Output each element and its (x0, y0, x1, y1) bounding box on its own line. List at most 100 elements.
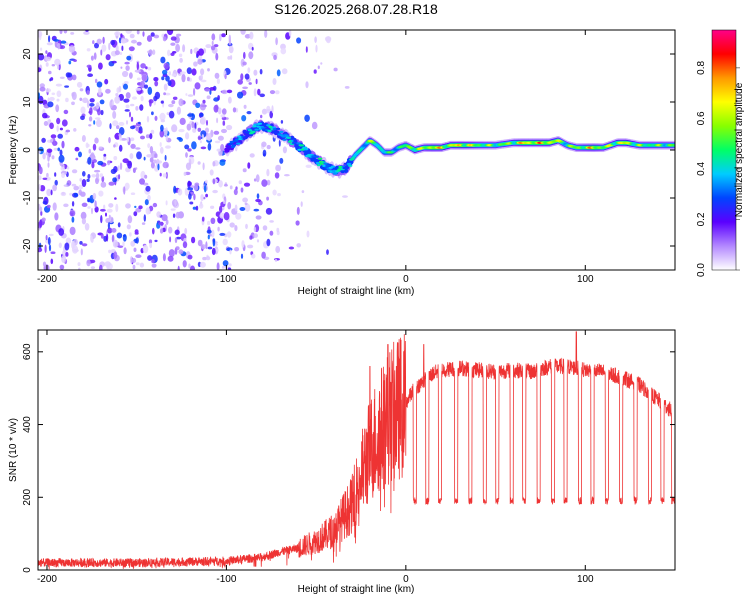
noise-speck (217, 95, 220, 101)
noise-speck (94, 117, 101, 120)
noise-speck (269, 90, 276, 95)
noise-speck (49, 96, 55, 101)
noise-speck (39, 83, 45, 88)
noise-speck (149, 133, 153, 140)
noise-speck (146, 115, 150, 123)
noise-speck (59, 127, 64, 131)
noise-speck (172, 96, 178, 101)
noise-speck (165, 171, 168, 179)
snr-background (38, 330, 675, 570)
ridge-mark (343, 168, 349, 173)
noise-speck (184, 144, 190, 150)
noise-speck (115, 45, 119, 52)
noise-speck (162, 69, 168, 75)
noise-speck (142, 31, 145, 37)
noise-speck (163, 83, 168, 91)
noise-speck (87, 157, 92, 165)
noise-speck (247, 67, 251, 73)
ridge-mark (325, 164, 330, 167)
y-tick-label: -20 (22, 238, 33, 253)
noise-speck (126, 55, 132, 61)
x-tick-label: 0 (403, 574, 409, 585)
ridge-mark (282, 138, 287, 141)
noise-speck (261, 251, 266, 259)
noise-speck (106, 208, 113, 213)
noise-speck (68, 45, 76, 53)
noise-speck (242, 61, 247, 66)
noise-speck (136, 30, 140, 35)
noise-speck (38, 166, 43, 175)
noise-speck (47, 119, 52, 123)
noise-speck (243, 182, 251, 187)
noise-speck (175, 246, 180, 251)
noise-speck (127, 160, 132, 169)
noise-speck (61, 191, 65, 195)
noise-speck (182, 241, 188, 249)
noise-speck (159, 129, 165, 138)
noise-speck (151, 259, 155, 264)
noise-speck (180, 71, 186, 75)
noise-speck (96, 81, 103, 88)
noise-speck (255, 78, 258, 85)
noise-speck (229, 185, 233, 190)
noise-speck (134, 69, 141, 73)
noise-speck (81, 202, 88, 207)
noise-speck (141, 222, 146, 225)
noise-speck (151, 111, 154, 116)
ridge-mark (236, 142, 241, 145)
noise-speck (51, 92, 56, 96)
noise-speck (222, 108, 227, 115)
noise-speck (90, 152, 95, 161)
noise-speck (56, 90, 62, 98)
noise-speck (113, 251, 118, 259)
noise-speck (111, 234, 115, 243)
noise-speck (146, 154, 152, 158)
noise-speck (156, 211, 161, 218)
noise-speck (249, 153, 255, 158)
noise-speck (47, 101, 54, 108)
noise-speck (296, 243, 302, 248)
noise-speck (46, 172, 49, 178)
ridge-mark (297, 148, 302, 151)
noise-speck (228, 45, 234, 54)
noise-speck (94, 169, 101, 173)
noise-speck (172, 213, 176, 218)
noise-speck (223, 184, 228, 187)
ridge-mark (299, 144, 304, 147)
noise-speck (165, 219, 169, 226)
noise-speck (38, 247, 43, 253)
noise-speck (147, 143, 151, 149)
spectrogram-y-ticks: -20 -10 0 10 20 (22, 48, 675, 253)
noise-speck (266, 196, 269, 201)
noise-speck (264, 30, 268, 38)
noise-speck (103, 204, 106, 210)
noise-speck (179, 117, 186, 125)
noise-speck (136, 61, 139, 71)
noise-speck (152, 202, 158, 208)
noise-speck (129, 111, 131, 118)
noise-speck (99, 264, 103, 270)
noise-speck (52, 184, 57, 192)
noise-speck (75, 157, 79, 161)
noise-speck (93, 52, 97, 60)
noise-speck (122, 234, 127, 242)
noise-speck (48, 244, 52, 252)
noise-speck (168, 110, 175, 119)
noise-speck (161, 214, 168, 222)
noise-speck (165, 200, 168, 206)
noise-speck (181, 73, 186, 83)
noise-speck (81, 135, 86, 142)
noise-speck (119, 52, 123, 55)
noise-speck (69, 192, 73, 196)
noise-speck (269, 220, 274, 223)
noise-speck (197, 135, 202, 141)
noise-speck (199, 261, 206, 268)
noise-speck (266, 179, 271, 186)
noise-speck (317, 65, 320, 70)
noise-speck (119, 162, 123, 170)
noise-speck (38, 53, 45, 61)
noise-speck (165, 145, 171, 149)
noise-speck (118, 127, 125, 136)
ridge-mark (307, 150, 312, 155)
noise-speck (163, 92, 167, 96)
